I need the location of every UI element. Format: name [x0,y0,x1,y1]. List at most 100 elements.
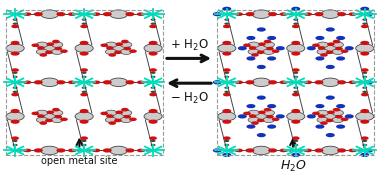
Circle shape [303,149,308,152]
Circle shape [222,109,231,113]
Circle shape [315,36,324,40]
Circle shape [91,81,96,84]
Circle shape [337,12,346,16]
Circle shape [317,110,328,116]
Circle shape [364,148,373,153]
Circle shape [120,110,132,116]
Circle shape [110,78,128,87]
Circle shape [357,81,362,84]
Circle shape [6,44,24,52]
Circle shape [272,118,279,121]
Circle shape [267,104,276,108]
Circle shape [360,120,369,124]
Circle shape [318,114,325,118]
Circle shape [326,133,335,137]
Circle shape [79,109,88,113]
Circle shape [284,13,289,15]
Circle shape [288,81,293,84]
Circle shape [149,120,158,124]
Circle shape [356,44,374,52]
Circle shape [34,12,43,16]
Circle shape [145,81,150,84]
Circle shape [303,81,308,84]
Circle shape [279,12,287,16]
Circle shape [299,81,304,84]
Circle shape [362,22,367,25]
Circle shape [258,42,266,46]
Circle shape [293,91,298,93]
Circle shape [223,25,231,28]
Circle shape [12,140,18,142]
Circle shape [293,140,298,142]
Circle shape [222,153,231,157]
Circle shape [362,140,367,142]
Circle shape [257,96,266,100]
Circle shape [292,25,300,28]
Circle shape [137,81,144,84]
Circle shape [150,87,156,89]
Circle shape [76,13,81,15]
Circle shape [51,110,63,116]
Circle shape [246,56,256,61]
Circle shape [291,7,300,11]
Circle shape [327,110,335,114]
Circle shape [45,119,53,122]
Circle shape [124,47,131,50]
Circle shape [12,144,18,146]
Circle shape [362,91,367,93]
Circle shape [149,136,157,140]
Circle shape [332,42,344,47]
Circle shape [72,13,77,15]
Circle shape [145,149,150,152]
Circle shape [224,76,229,78]
Circle shape [34,148,43,153]
Circle shape [218,44,236,52]
Circle shape [224,87,229,89]
Circle shape [6,112,24,121]
Circle shape [361,136,369,140]
Circle shape [224,144,229,146]
Circle shape [114,119,122,122]
Circle shape [36,110,48,116]
Circle shape [230,13,235,15]
Circle shape [248,42,260,47]
Circle shape [361,25,369,28]
Circle shape [24,12,31,16]
Circle shape [224,22,229,25]
Circle shape [321,146,339,155]
Circle shape [353,149,358,152]
Circle shape [293,87,298,89]
Circle shape [266,47,274,50]
Circle shape [248,49,260,54]
Circle shape [234,149,239,152]
Circle shape [224,140,229,142]
Circle shape [121,40,129,43]
Circle shape [314,148,324,153]
Circle shape [318,46,325,50]
Circle shape [36,42,48,47]
Circle shape [287,44,305,52]
Circle shape [292,136,300,140]
Circle shape [40,10,59,18]
Circle shape [40,146,59,155]
Circle shape [213,80,222,84]
Circle shape [326,119,333,122]
Circle shape [68,81,76,84]
Circle shape [353,81,358,84]
Circle shape [82,140,87,142]
Circle shape [326,96,335,100]
Circle shape [150,144,156,146]
Circle shape [52,40,60,43]
Circle shape [315,124,324,129]
Circle shape [75,44,93,52]
Circle shape [257,27,266,32]
Circle shape [246,104,256,108]
Circle shape [268,80,277,84]
Circle shape [222,120,231,124]
Circle shape [324,45,337,51]
Circle shape [349,81,356,84]
Circle shape [106,46,114,50]
Circle shape [60,49,68,53]
Circle shape [293,76,298,78]
Circle shape [223,93,231,96]
